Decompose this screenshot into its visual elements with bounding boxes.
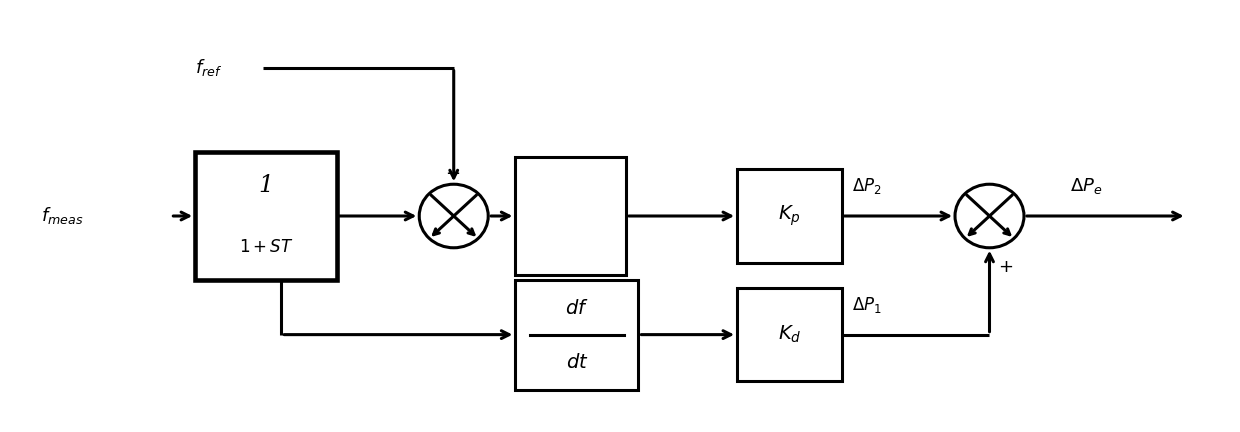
Text: $\Delta P_1$: $\Delta P_1$ xyxy=(852,295,882,315)
Text: $f_{meas}$: $f_{meas}$ xyxy=(41,206,83,226)
Bar xyxy=(195,152,337,280)
Bar xyxy=(737,169,842,263)
Bar xyxy=(516,280,639,390)
Text: $\Delta P_2$: $\Delta P_2$ xyxy=(852,176,882,196)
Ellipse shape xyxy=(419,184,489,248)
Text: $f_{ref}$: $f_{ref}$ xyxy=(195,57,222,78)
Bar xyxy=(737,288,842,381)
Text: 1: 1 xyxy=(258,174,273,197)
Text: $df$: $df$ xyxy=(565,299,589,318)
Text: $+$: $+$ xyxy=(998,258,1013,276)
Text: $\Delta P_e$: $\Delta P_e$ xyxy=(1070,176,1102,196)
Text: $dt$: $dt$ xyxy=(565,353,588,372)
Text: $K_d$: $K_d$ xyxy=(777,324,801,345)
Text: $K_p$: $K_p$ xyxy=(777,204,801,228)
Bar xyxy=(516,157,626,275)
Ellipse shape xyxy=(955,184,1024,248)
Text: $1+ST$: $1+ST$ xyxy=(238,239,294,256)
Text: $-$: $-$ xyxy=(445,163,460,181)
